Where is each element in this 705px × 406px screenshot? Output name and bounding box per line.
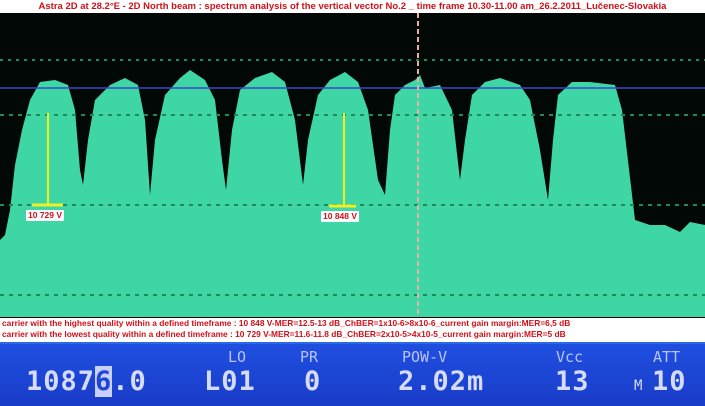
spectrum-plot [0, 13, 705, 317]
meter-status-panel: LO PR POW-V Vcc ATT 10876.0 L01 0 2.02m … [0, 342, 705, 406]
label-lo: LO [228, 348, 247, 366]
spectrum-trace [0, 70, 705, 317]
lo-value: L01 [204, 366, 256, 397]
note-highest-quality: carrier with the highest quality within … [2, 318, 571, 328]
frequency-prefix: 1087 [26, 366, 96, 397]
vcc-value: 13 [555, 366, 590, 397]
label-pow: POW-V [402, 348, 448, 366]
note-lowest-quality: carrier with the lowest quality within a… [2, 329, 566, 339]
frequency-value[interactable]: 10876.0 [26, 366, 147, 397]
label-vcc: Vcc [556, 348, 584, 366]
marker-label-10848: 10 848 V [321, 211, 360, 222]
spectrum-display: 10 729 V 10 848 V [0, 13, 705, 317]
frequency-suffix: .0 [112, 366, 147, 397]
att-mode: M [634, 378, 644, 394]
att-value: 10 [652, 366, 687, 397]
pow-value: 2.02m [398, 366, 485, 397]
frequency-cursor-digit[interactable]: 6 [95, 366, 113, 397]
image-title: Astra 2D at 28.2°E - 2D North beam : spe… [0, 0, 705, 13]
pr-value: 0 [304, 366, 322, 397]
label-pr: PR [300, 348, 319, 366]
label-att: ATT [653, 348, 681, 366]
marker-label-10729: 10 729 V [26, 210, 65, 221]
quality-notes: carrier with the highest quality within … [0, 318, 705, 342]
